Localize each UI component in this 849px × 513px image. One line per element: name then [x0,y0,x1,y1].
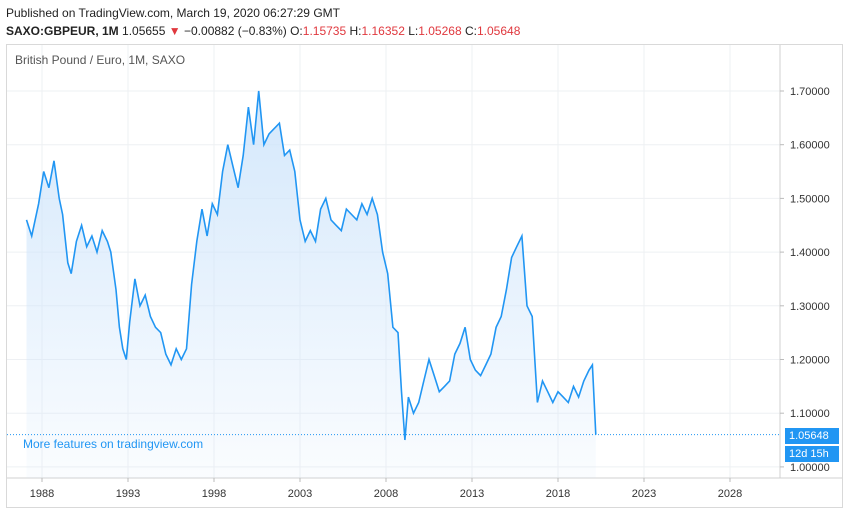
x-tick-label: 2028 [718,488,742,500]
close-label: C: [464,24,477,38]
down-arrow-icon: ▼ [168,24,181,38]
x-tick-label: 1988 [30,488,54,500]
x-tick-label: 2023 [632,488,656,500]
last-price-tag: 1.05648 [785,428,839,444]
price-change: −0.00882 (−0.83%) [184,24,287,38]
open-value: 1.15735 [302,24,347,38]
header-info: Published on TradingView.com, March 19, … [6,4,520,40]
y-tick-label: 1.30000 [790,301,830,313]
ticker-symbol: SAXO:GBPEUR, 1M [6,24,119,38]
y-tick-label: 1.70000 [790,86,830,98]
x-tick-label: 2008 [374,488,398,500]
x-tick-label: 2013 [460,488,484,500]
y-tick-label: 1.60000 [790,140,830,152]
y-tick-label: 1.50000 [790,193,830,205]
published-line: Published on TradingView.com, March 19, … [6,6,340,20]
tradingview-promo-link[interactable]: More features on tradingview.com [23,437,204,451]
y-tick-label: 1.00000 [790,462,830,474]
y-tick-label: 1.10000 [790,408,830,420]
open-label: O: [290,24,303,38]
low-value: 1.05268 [418,24,462,38]
price-line [25,90,597,441]
bar-countdown-tag: 12d 15h [785,446,839,462]
close-value: 1.05648 [476,24,521,38]
price-axis[interactable]: 1.70000 1.60000 1.50000 1.40000 1.30000 1.200… [780,86,830,474]
high-value: 1.16352 [361,24,405,38]
y-tick-label: 1.40000 [790,247,830,259]
x-tick-label: 2003 [288,488,312,500]
low-label: L: [408,24,419,38]
time-axis[interactable]: 1988 1993 1998 2003 2008 2013 2018 2023 2028 [30,478,742,500]
ohlc-line: SAXO:GBPEUR, 1M 1.05655 ▼ −0.00882 (−0.8… [6,22,520,40]
x-tick-label: 1998 [202,488,226,500]
y-tick-label: 1.20000 [790,355,830,367]
x-tick-label: 1993 [116,488,140,500]
high-label: H: [349,24,362,38]
price-area-fill [26,91,596,478]
chart-frame [6,44,843,508]
last-price: 1.05655 [122,24,166,38]
x-tick-label: 2018 [546,488,570,500]
chart-title: British Pound / Euro, 1M, SAXO [15,53,186,67]
